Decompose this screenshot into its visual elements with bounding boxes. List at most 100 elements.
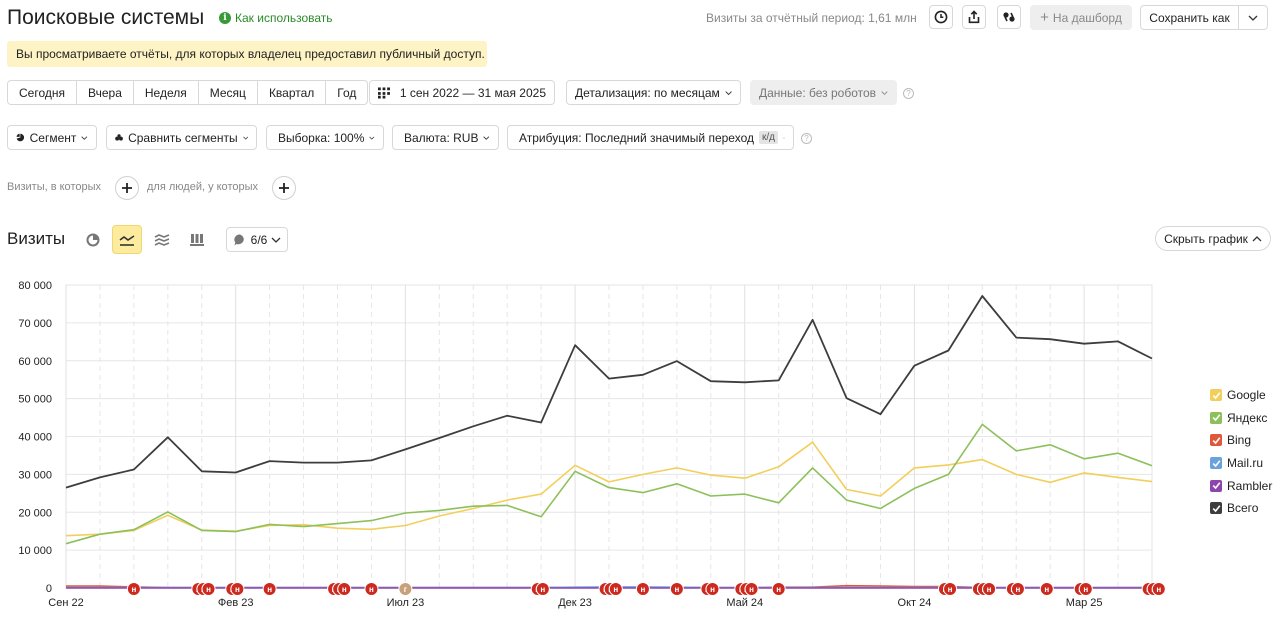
attribution-dropdown[interactable]: Атрибуция: Последний значимый переход к/… — [507, 125, 794, 150]
period-1[interactable]: Вчера — [77, 81, 134, 104]
checkbox-icon[interactable] — [1210, 411, 1222, 424]
quote-button[interactable] — [997, 5, 1021, 29]
add-visit-condition-button[interactable] — [115, 176, 139, 200]
legend-item-total[interactable]: Всего — [1210, 497, 1272, 520]
chart-type-pie[interactable] — [78, 225, 108, 254]
annotation-glyph: н — [1083, 585, 1088, 594]
area-chart-icon — [154, 233, 170, 246]
series-line-yandex — [65, 423, 1153, 545]
annotation-marker[interactable]: н — [1078, 582, 1093, 596]
currency-dropdown[interactable]: Валюта: RUB — [392, 125, 499, 150]
series-line-total — [65, 295, 1153, 489]
save-options-button[interactable] — [1239, 6, 1267, 29]
annotation-marker[interactable]: н — [771, 582, 786, 596]
checkbox-icon[interactable] — [1210, 479, 1222, 492]
legend-label: Bing — [1227, 433, 1252, 448]
legend-item-bing[interactable]: Bing — [1210, 429, 1272, 452]
checkbox-icon[interactable] — [1210, 502, 1222, 515]
annotation-marker[interactable]: н — [230, 582, 245, 596]
annotation-dot — [201, 582, 216, 596]
annotation-marker[interactable]: н — [364, 582, 379, 596]
data-filter-dropdown[interactable]: Данные: без роботов — [750, 80, 897, 105]
checkbox-icon[interactable] — [1210, 434, 1222, 447]
how-to-use-link[interactable]: i Как использовать — [219, 11, 333, 25]
chevron-down-icon — [483, 135, 490, 140]
chart-type-area[interactable] — [147, 225, 177, 254]
save-as-button[interactable]: Сохранить как — [1140, 5, 1268, 30]
annotation-glyph: н — [1156, 585, 1161, 594]
annotation-marker[interactable]: н — [669, 582, 684, 596]
annotation-dot — [398, 582, 413, 596]
visits-total: Визиты за отчётный период: 1,61 млн — [706, 11, 917, 25]
annotation-marker[interactable]: н — [337, 582, 352, 596]
help-icon[interactable]: ? — [903, 88, 914, 99]
legend-item-mailru[interactable]: Mail.ru — [1210, 452, 1272, 475]
annotation-marker[interactable]: н — [943, 582, 958, 596]
annotation-marker[interactable]: н — [126, 582, 141, 596]
attribution-label: Атрибуция: Последний значимый переход — [519, 130, 754, 145]
legend-item-rambler[interactable]: Rambler — [1210, 474, 1272, 497]
y-tick-label: 40 000 — [18, 432, 52, 444]
annotation-marker[interactable]: н — [1151, 582, 1166, 596]
legend-label: Всего — [1227, 501, 1259, 516]
y-tick-label: 70 000 — [18, 318, 52, 330]
chevron-up-icon — [1252, 235, 1262, 241]
period-0[interactable]: Сегодня — [8, 81, 77, 104]
period-2[interactable]: Неделя — [134, 81, 199, 104]
hide-chart-label: Скрыть график — [1164, 231, 1248, 246]
help-icon[interactable]: ? — [801, 133, 812, 144]
chevron-down-icon — [81, 135, 88, 140]
period-4[interactable]: Квартал — [258, 81, 327, 104]
x-tick-label: Май 24 — [726, 597, 763, 609]
annotation-marker[interactable]: г — [398, 582, 413, 596]
chevron-down-icon — [881, 90, 888, 95]
plus-icon — [122, 183, 132, 193]
x-tick-label: Дек 23 — [558, 597, 592, 609]
annotation-glyph: г — [404, 585, 408, 594]
annotation-marker[interactable]: н — [262, 582, 277, 596]
plus-icon: + — [1040, 9, 1049, 26]
y-tick-label: 30 000 — [18, 469, 52, 481]
clock-icon — [934, 10, 948, 24]
save-as-label: Сохранить как — [1141, 6, 1239, 29]
segment-dropdown[interactable]: Сегмент — [7, 125, 97, 150]
period-3[interactable]: Месяц — [199, 81, 258, 104]
legend-item-google[interactable]: Google — [1210, 384, 1272, 407]
annotation-marker[interactable]: н — [744, 582, 759, 596]
annotations-counter-button[interactable]: 6/6 — [226, 227, 288, 252]
data-filter-label: Данные: без роботов — [759, 85, 877, 100]
legend-item-yandex[interactable]: Яндекс — [1210, 407, 1272, 430]
chart-type-bar[interactable] — [182, 225, 212, 254]
y-tick-label: 50 000 — [18, 394, 52, 406]
annotation-marker[interactable]: н — [535, 582, 550, 596]
annotation-marker[interactable]: н — [608, 582, 623, 596]
history-button[interactable] — [929, 5, 953, 29]
sample-dropdown[interactable]: Выборка: 100% — [266, 125, 384, 150]
annotation-marker[interactable]: н — [201, 582, 216, 596]
compare-segments-dropdown[interactable]: Сравнить сегменты — [106, 125, 257, 150]
chart-type-line[interactable] — [112, 225, 142, 254]
annotation-marker[interactable]: н — [705, 582, 720, 596]
detail-dropdown[interactable]: Детализация: по месяцам — [566, 80, 741, 105]
x-tick-label: Сен 22 — [48, 597, 83, 609]
checkbox-icon[interactable] — [1210, 389, 1222, 402]
chevron-down-icon — [1248, 15, 1258, 21]
chevron-down-icon — [271, 237, 281, 243]
date-range-button[interactable]: 1 сен 2022 — 31 мая 2025 — [369, 80, 555, 105]
export-button[interactable] — [962, 5, 986, 29]
add-people-condition-button[interactable] — [272, 176, 296, 200]
annotation-marker[interactable]: н — [1039, 582, 1054, 596]
period-5[interactable]: Год — [337, 85, 357, 100]
annotation-dot — [535, 582, 550, 596]
annotation-marker[interactable]: н — [1010, 582, 1025, 596]
comment-icon — [234, 233, 244, 245]
hide-chart-button[interactable]: Скрыть график — [1155, 226, 1271, 251]
checkbox-icon[interactable] — [1210, 457, 1222, 470]
annotation-glyph: н — [369, 585, 374, 594]
add-to-dashboard-button[interactable]: + На дашборд — [1030, 5, 1132, 30]
y-tick-label: 0 — [46, 583, 52, 595]
y-tick-label: 80 000 — [18, 280, 52, 292]
annotation-marker[interactable]: н — [635, 582, 650, 596]
y-tick-label: 60 000 — [18, 356, 52, 368]
annotation-marker[interactable]: н — [982, 582, 997, 596]
